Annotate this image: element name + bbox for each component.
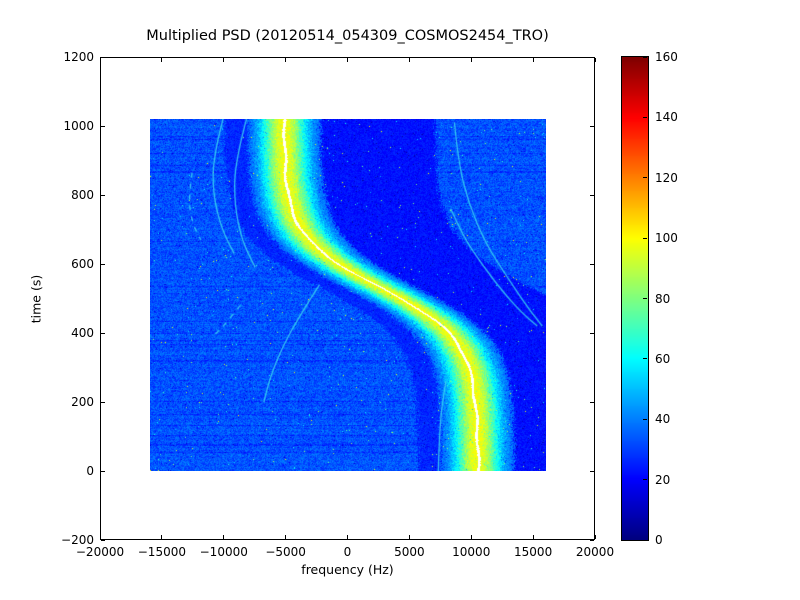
x-tick-top (161, 58, 163, 62)
y-tick (101, 539, 105, 541)
y-tick (101, 56, 105, 58)
y-tick (101, 263, 105, 265)
colorbar-tick-label: 160 (655, 50, 678, 64)
colorbar-tick-label: 60 (655, 351, 671, 366)
x-tick (594, 535, 596, 539)
y-tick (101, 401, 105, 403)
colorbar-tick (643, 116, 647, 118)
y-tick-right (590, 125, 594, 127)
x-tick-top (408, 58, 410, 62)
y-tick-right (590, 539, 594, 541)
y-tick-right (590, 194, 594, 196)
x-tick-top (470, 58, 472, 62)
x-tick-label: −15000 (137, 545, 186, 559)
x-tick-label: 0 (343, 545, 352, 559)
colorbar-tick (643, 539, 647, 541)
x-tick (347, 535, 348, 539)
x-tick-label: 15000 (514, 545, 553, 559)
x-tick-top (594, 58, 596, 62)
y-tick-label: −200 (61, 533, 94, 547)
x-tick-top (285, 58, 287, 62)
x-tick (223, 535, 225, 539)
y-tick (101, 194, 105, 196)
x-tick (99, 535, 101, 539)
y-tick-label: 200 (71, 395, 94, 409)
x-tick-top (532, 58, 534, 62)
colorbar-tick (643, 237, 647, 239)
colorbar-tick (643, 177, 647, 179)
x-tick-label: −5000 (265, 545, 306, 559)
colorbar-tick (643, 358, 647, 360)
y-tick (101, 332, 105, 334)
y-tick-label: 1200 (63, 50, 94, 64)
x-tick-label: 20000 (575, 545, 615, 559)
y-tick-label: 1000 (63, 119, 94, 133)
colorbar-tick (643, 479, 647, 481)
x-tick (532, 535, 534, 539)
x-tick-label: 5000 (394, 545, 425, 559)
y-tick-label: 400 (71, 326, 94, 340)
colorbar-tick-label: 100 (655, 231, 678, 246)
colorbar-tick (643, 418, 647, 420)
x-tick (285, 535, 287, 539)
colorbar-tick (643, 298, 647, 299)
y-tick-right (590, 56, 594, 58)
y-tick-label: 800 (71, 188, 94, 202)
x-tick-label: −10000 (199, 545, 248, 559)
y-tick-right (590, 470, 594, 472)
colorbar-tick (643, 56, 647, 58)
colorbar-tick-label: 40 (655, 412, 671, 427)
x-tick-top (99, 58, 101, 62)
x-tick-top (223, 58, 225, 62)
heatmap-canvas (150, 119, 546, 471)
x-tick (470, 535, 472, 539)
colorbar-tick-label: 120 (655, 170, 678, 185)
y-tick-right (590, 401, 594, 403)
y-tick-label: 0 (86, 464, 94, 478)
x-axis-label: frequency (Hz) (301, 562, 394, 577)
colorbar-tick-label: 0 (655, 533, 663, 547)
x-tick (161, 535, 163, 539)
colorbar-tick-label: 140 (655, 110, 678, 125)
colorbar-tick-label: 80 (655, 291, 671, 306)
y-axis-label: time (s) (28, 274, 44, 323)
y-tick (101, 470, 105, 472)
y-tick-label: 600 (71, 257, 94, 271)
y-tick-right (590, 263, 594, 265)
x-tick-top (347, 58, 348, 62)
y-tick-right (590, 332, 594, 334)
colorbar-tick-label: 20 (655, 472, 671, 487)
x-tick (408, 535, 410, 539)
chart-title: Multiplied PSD (20120514_054309_COSMOS24… (146, 28, 549, 44)
y-tick (101, 125, 105, 127)
x-tick-label: −20000 (75, 545, 125, 559)
x-tick-label: 10000 (452, 545, 491, 559)
